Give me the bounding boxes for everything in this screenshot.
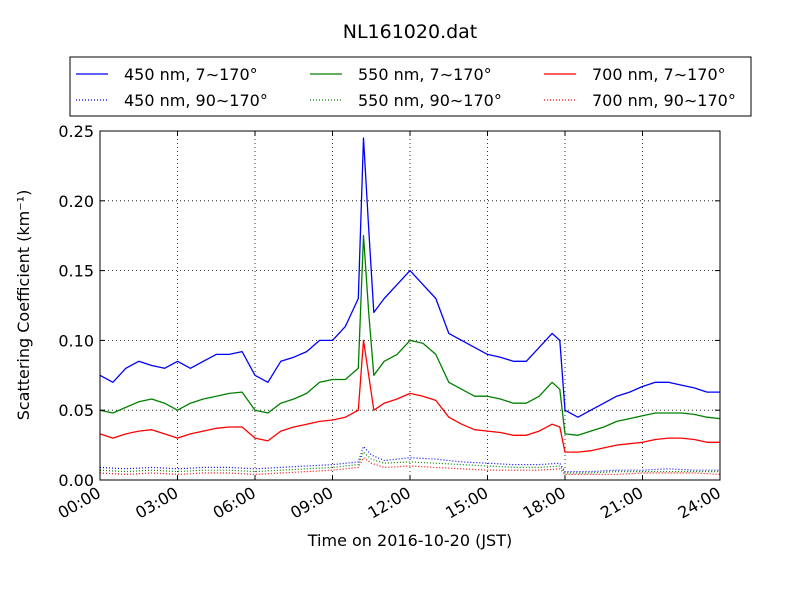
y-tick-label: 0.10: [58, 331, 94, 350]
x-tick-label: 09:00: [287, 483, 336, 523]
series-line-0: [99, 137, 720, 418]
x-axis-label: Time on 2016-10-20 (JST): [307, 531, 512, 550]
legend-label: 550 nm, 90∼170°: [358, 91, 502, 110]
x-tick-label: 03:00: [132, 483, 181, 523]
y-tick-label: 0.00: [58, 471, 94, 490]
legend-label: 450 nm, 7∼170°: [124, 65, 258, 84]
grid: [100, 131, 720, 480]
legend-label: 700 nm, 7∼170°: [592, 65, 726, 84]
series-line-4: [99, 451, 720, 474]
legend-box: [69, 56, 752, 117]
legend-label: 450 nm, 90∼170°: [124, 91, 268, 110]
legend-label: 700 nm, 90∼170°: [592, 91, 736, 110]
x-tick-label: 15:00: [442, 483, 491, 523]
y-tick-label: 0.15: [58, 262, 94, 281]
x-tick-label: 18:00: [520, 483, 569, 523]
chart-title: NL161020.dat: [343, 21, 478, 43]
x-tick-label: 12:00: [365, 483, 414, 523]
series-line-1: [99, 235, 721, 436]
x-tick-label: 06:00: [210, 483, 259, 523]
legend-label: 550 nm, 7∼170°: [358, 65, 492, 84]
y-tick-label: 0.25: [58, 122, 94, 141]
x-tick-label: 21:00: [597, 483, 646, 523]
legend: 450 nm, 7∼170° 550 nm, 7∼170° 700 nm, 7∼17…: [69, 56, 752, 117]
y-tick-label: 0.05: [58, 401, 94, 420]
x-tick-label: 24:00: [675, 483, 724, 523]
axis-ticks: 00:00 03:00 06:00 09:00 12:00 15:00 18:00 21:00…: [55, 122, 724, 523]
y-tick-label: 0.20: [58, 192, 94, 211]
y-axis-label: Scattering Coefficient (km⁻¹): [14, 190, 33, 421]
series-layer: [99, 137, 721, 475]
series-line-2: [99, 339, 720, 453]
series-line-3: [99, 445, 720, 473]
